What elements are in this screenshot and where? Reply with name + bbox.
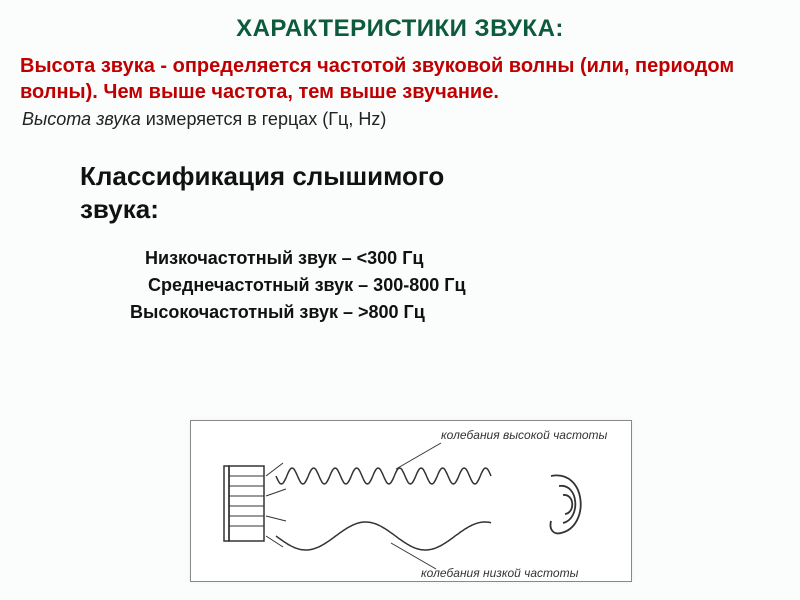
low-frequency-wave: [276, 522, 491, 550]
emission-lines-icon: [266, 463, 286, 547]
label-low-freq: колебания низкой частоты: [421, 566, 579, 580]
measure-italic: Высота звука: [22, 109, 141, 129]
measure-line: Высота звука измеряется в герцах (Гц, Hz…: [0, 107, 800, 140]
classification-list: Низкочастотный звук – <300 Гц Среднечаст…: [0, 230, 800, 326]
class-title-line2: звука:: [80, 194, 159, 224]
high-frequency-wave: [276, 468, 491, 484]
label-pointer-high: [396, 443, 441, 469]
freq-mid: Среднечастотный звук – 300-800 Гц: [145, 272, 800, 299]
ear-icon: [550, 475, 580, 533]
freq-high: Высокочастотный звук – >800 Гц: [130, 299, 800, 326]
freq-low: Низкочастотный звук – <300 Гц: [145, 245, 800, 272]
wave-diagram-svg: колебания высокой частоты колебания низк…: [191, 421, 631, 581]
page-title: ХАРАКТЕРИСТИКИ ЗВУКА:: [0, 0, 800, 43]
wave-diagram: колебания высокой частоты колебания низк…: [190, 420, 632, 582]
class-title-line1: Классификация слышимого: [80, 161, 444, 191]
speaker-icon: [224, 466, 264, 541]
label-high-freq: колебания высокой частоты: [441, 428, 607, 442]
classification-heading: Классификация слышимого звука:: [0, 140, 800, 230]
definition-text: Высота звука - определяется частотой зву…: [0, 43, 800, 107]
measure-rest: измеряется в герцах (Гц, Hz): [141, 109, 387, 129]
